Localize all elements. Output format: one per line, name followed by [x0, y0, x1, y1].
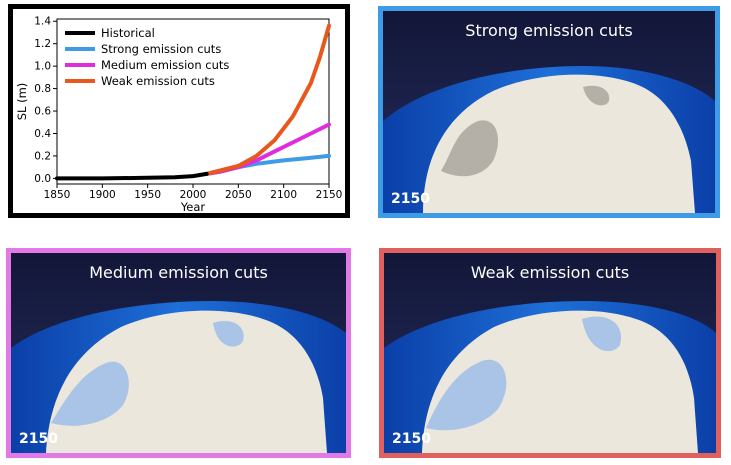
weak-cuts-panel: Weak emission cuts 2150 — [379, 248, 721, 458]
legend-label: Medium emission cuts — [101, 58, 229, 72]
y-tick-label: 1.4 — [34, 16, 51, 28]
y-tick-label: 0.8 — [34, 83, 51, 95]
medium-cuts-panel: Medium emission cuts 2150 — [6, 248, 351, 458]
y-axis-label: SL (m) — [15, 83, 29, 121]
antarctica-weak-image — [384, 253, 716, 453]
y-tick-label: 0.0 — [34, 173, 51, 185]
series-line-weak-emission-cuts — [204, 23, 331, 176]
sea-level-chart-panel: 1850 1900 1950 2000 2050 2100 2150 0.0 0.2 0.4 0.6… — [8, 4, 350, 218]
y-tick-label: 0.2 — [34, 150, 51, 162]
series-line-medium-emission-cuts — [204, 122, 331, 176]
antarctica-strong-image — [383, 11, 715, 213]
panel-year-label: 2150 — [19, 431, 58, 447]
antarctica-medium-image — [11, 253, 346, 453]
x-axis-label: Year — [180, 200, 206, 213]
panel-title: Weak emission cuts — [470, 263, 630, 282]
y-tick-label: 1.2 — [34, 38, 51, 50]
x-tick-label: 1850 — [44, 189, 71, 201]
sea-level-chart: 1850 1900 1950 2000 2050 2100 2150 0.0 0.2 0.4 0.6… — [15, 16, 343, 213]
legend-label: Historical — [101, 26, 155, 40]
panel-year-label: 2150 — [391, 191, 430, 207]
x-tick-label: 1950 — [134, 189, 161, 201]
x-tick-label: 2000 — [180, 189, 207, 201]
y-tick-label: 1.0 — [34, 61, 51, 73]
strong-cuts-panel: Strong emission cuts 2150 — [378, 6, 720, 218]
x-tick-label: 2050 — [225, 189, 252, 201]
x-tick-label: 2150 — [316, 189, 343, 201]
panel-year-label: 2150 — [392, 431, 431, 447]
legend-label: Strong emission cuts — [101, 42, 221, 56]
panel-title: Strong emission cuts — [465, 21, 633, 40]
y-tick-label: 0.4 — [34, 128, 51, 140]
series-line-historical — [55, 171, 209, 181]
legend-label: Weak emission cuts — [101, 74, 215, 88]
y-tick-label: 0.6 — [34, 106, 51, 118]
x-tick-label: 2100 — [270, 189, 297, 201]
panel-title: Medium emission cuts — [89, 263, 268, 282]
x-tick-label: 1900 — [89, 189, 116, 201]
